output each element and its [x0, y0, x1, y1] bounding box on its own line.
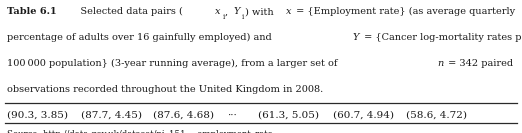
- Text: i: i: [242, 13, 244, 21]
- Text: Y: Y: [233, 7, 240, 16]
- Text: 100 000 population} (3-year running average), from a larger set of: 100 000 population} (3-year running aver…: [7, 59, 340, 68]
- Text: observations recorded throughout the United Kingdom in 2008.: observations recorded throughout the Uni…: [7, 85, 323, 94]
- Text: ,: ,: [225, 7, 231, 16]
- Text: (87.7, 4.45): (87.7, 4.45): [81, 110, 142, 119]
- Text: n: n: [437, 59, 444, 68]
- Text: = {Employment rate} (as average quarterly: = {Employment rate} (as average quarterl…: [293, 7, 515, 16]
- Text: ) with: ) with: [244, 7, 276, 16]
- Text: x: x: [286, 7, 291, 16]
- Text: x: x: [215, 7, 221, 16]
- Text: Y: Y: [352, 33, 359, 42]
- Text: (60.7, 4.94): (60.7, 4.94): [333, 110, 394, 119]
- Text: = 342 paired: = 342 paired: [445, 59, 514, 68]
- Text: Source: http://data.gov.uk/dataset/ni_151_-_employment_rate.: Source: http://data.gov.uk/dataset/ni_15…: [7, 130, 275, 133]
- Text: (61.3, 5.05): (61.3, 5.05): [258, 110, 319, 119]
- Text: Table 6.1: Table 6.1: [7, 7, 56, 16]
- Text: Selected data pairs (: Selected data pairs (: [71, 7, 183, 16]
- Text: = {Cancer log-mortality rates per: = {Cancer log-mortality rates per: [361, 33, 522, 42]
- Text: percentage of adults over 16 gainfully employed) and: percentage of adults over 16 gainfully e…: [7, 33, 275, 42]
- Text: (90.3, 3.85): (90.3, 3.85): [7, 110, 68, 119]
- Text: i: i: [222, 13, 224, 21]
- Text: ···: ···: [227, 110, 237, 119]
- Text: (58.6, 4.72): (58.6, 4.72): [406, 110, 467, 119]
- Text: (87.6, 4.68): (87.6, 4.68): [153, 110, 214, 119]
